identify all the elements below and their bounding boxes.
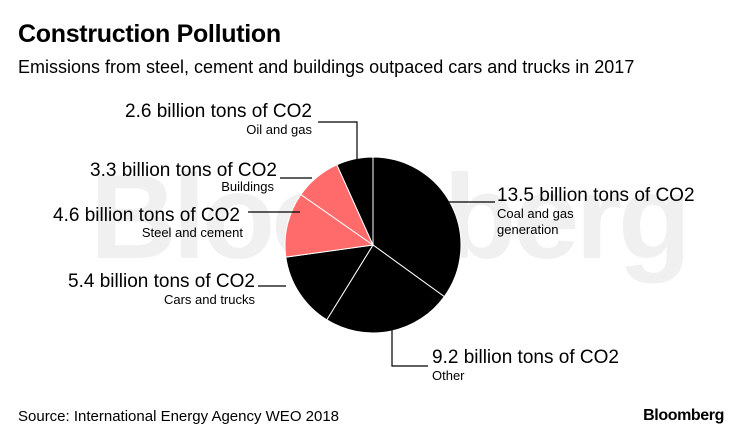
slice-category-label: Cars and trucks: [164, 292, 256, 307]
slice-value-label: 13.5 billion tons of CO2: [497, 185, 695, 206]
slice-category-label: Steel and cement: [142, 225, 244, 240]
chart-title: Construction Pollution: [18, 20, 281, 48]
slice-category-label: Coal and gas: [497, 206, 574, 221]
pie-slice-cars-and-trucks: [285, 244, 374, 321]
pie-slice-other: [326, 244, 445, 334]
slice-category-label: Buildings: [221, 179, 274, 194]
source-note: Source: International Energy Agency WEO …: [18, 408, 340, 425]
pie-slice-oil-and-gas: [336, 156, 374, 246]
slice-value-label: 4.6 billion tons of CO2: [53, 205, 240, 226]
leader-lines: [248, 121, 495, 367]
bloomberg-logo: Bloomberg: [643, 407, 724, 424]
slice-value-label: 9.2 billion tons of CO2: [432, 347, 619, 368]
slice-category-label: generation: [497, 222, 558, 237]
leader-line: [318, 121, 358, 160]
chart-subtitle: Emissions from steel, cement and buildin…: [18, 57, 635, 77]
pie-slices: [284, 156, 462, 334]
slice-value-label: 3.3 billion tons of CO2: [90, 160, 277, 181]
slice-category-label: Oil and gas: [246, 122, 312, 137]
leader-line: [391, 328, 428, 367]
slice-value-label: 5.4 billion tons of CO2: [68, 271, 255, 292]
pie-slice-coal-and-gas-generation: [372, 156, 462, 298]
slice-category-label: Other: [432, 368, 465, 383]
slice-value-label: 2.6 billion tons of CO2: [125, 101, 312, 122]
pie-slice-steel-and-cement: [284, 193, 375, 258]
